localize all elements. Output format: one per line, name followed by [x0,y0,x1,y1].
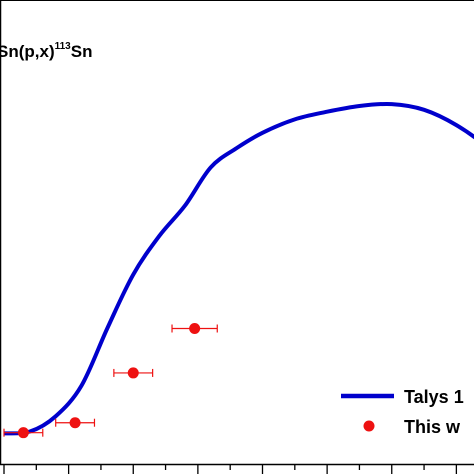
data-point [171,323,218,335]
data-point [55,417,96,429]
legend-label-talys: Talys 1 [404,387,464,407]
legend: Talys 1 This w [341,387,464,437]
data-point-marker [17,427,29,439]
legend-label-this-work: This w [404,417,461,437]
data-point [3,427,44,439]
chart-title: Sn(p,x)113Sn [0,41,92,61]
data-point-marker [189,323,201,335]
data-point-marker [69,417,81,429]
chart-title-superscript: 113 [55,41,72,52]
data-points-layer [3,323,218,439]
data-point [113,367,154,379]
chart-title-suffix: Sn [71,42,93,61]
talys-curve-layer [3,101,474,436]
legend-marker-this-work [363,420,375,432]
data-point-marker [127,367,139,379]
talys-curve-line [3,101,474,436]
chart-title-main: Sn(p,x) [0,42,55,61]
